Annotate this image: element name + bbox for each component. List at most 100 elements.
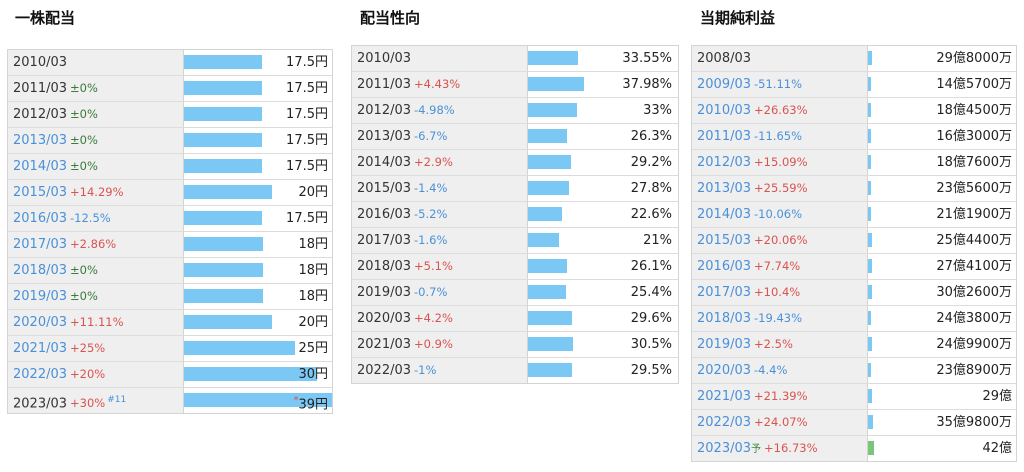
- year-cell: 2019/03 +2.5%: [692, 332, 868, 357]
- change-percent: +25.59%: [754, 181, 808, 195]
- value-text: 18円: [298, 263, 328, 278]
- year-cell: 2018/03 ±0%: [8, 258, 184, 283]
- value-bar: [528, 103, 577, 117]
- value-text: 23億5600万: [936, 181, 1012, 196]
- value-bar: [868, 129, 871, 143]
- change-percent: -11.65%: [754, 129, 803, 143]
- year-link[interactable]: 2022/03: [697, 415, 752, 430]
- year-link[interactable]: 2013/03: [13, 133, 68, 148]
- year-link[interactable]: 2019/03: [697, 337, 752, 352]
- asterisk-mark: *: [293, 395, 299, 406]
- year-link[interactable]: 2009/03: [697, 77, 752, 92]
- year-link[interactable]: 2016/03: [13, 211, 68, 226]
- year-label: 2010/03: [13, 55, 68, 70]
- value-cell: 20円: [298, 180, 328, 205]
- year-label: 2014/03: [357, 155, 412, 170]
- year-link[interactable]: 2013/03: [697, 181, 752, 196]
- value-bar: [528, 337, 573, 351]
- value-cell: 29億: [982, 384, 1012, 409]
- value-text: 17.5円: [286, 133, 328, 148]
- value-cell: 23億5600万: [936, 176, 1012, 201]
- value-cell: 25円: [298, 336, 328, 361]
- value-cell: 18円: [298, 284, 328, 309]
- value-bar: [528, 363, 572, 377]
- value-cell: 30.5%: [631, 332, 672, 357]
- year-cell: 2023/03 +30% #11: [8, 388, 184, 413]
- table-row: 2022/03 +20% 30円: [8, 362, 332, 388]
- year-cell: 2018/03 +5.1%: [352, 254, 528, 279]
- table-row: 2008/03 29億8000万: [692, 46, 1016, 72]
- year-link[interactable]: 2021/03: [13, 341, 68, 356]
- year-cell: 2020/03 -4.4%: [692, 358, 868, 383]
- year-cell: 2013/03 ±0%: [8, 128, 184, 153]
- year-link[interactable]: 2015/03: [13, 185, 68, 200]
- year-cell: 2012/03 +15.09%: [692, 150, 868, 175]
- dividend-title: 一株配当: [15, 9, 76, 27]
- year-link[interactable]: 2023/03: [697, 441, 752, 456]
- year-link[interactable]: 2017/03: [697, 285, 752, 300]
- value-cell: *39円: [293, 388, 328, 417]
- table-row: 2012/03 ±0% 17.5円: [8, 102, 332, 128]
- table-row: 2016/03 -12.5% 17.5円: [8, 206, 332, 232]
- value-bar: [184, 55, 262, 69]
- year-link[interactable]: 2010/03: [697, 103, 752, 118]
- year-link[interactable]: 2020/03: [13, 315, 68, 330]
- year-cell: 2016/03 +7.74%: [692, 254, 868, 279]
- change-percent: +10.4%: [754, 285, 801, 299]
- year-cell: 2019/03 ±0%: [8, 284, 184, 309]
- value-text: 39円: [298, 397, 328, 413]
- year-link[interactable]: 2016/03: [697, 259, 752, 274]
- change-percent: +14.29%: [70, 185, 124, 199]
- change-percent: -4.4%: [754, 363, 788, 377]
- payout-table: 2010/03 33.55% 2011/03 +4.43% 37.98% 2012/03-…: [351, 45, 679, 384]
- year-cell: 2009/03 -51.11%: [692, 72, 868, 97]
- value-cell: 30円: [298, 362, 328, 387]
- value-text: 25円: [298, 341, 328, 356]
- year-link[interactable]: 2019/03: [13, 289, 68, 304]
- year-link[interactable]: 2014/03: [13, 159, 68, 174]
- value-text: 42億: [982, 441, 1012, 456]
- value-cell: 29億8000万: [936, 46, 1012, 71]
- table-row: 2021/03 +21.39% 29億: [692, 384, 1016, 410]
- table-row: 2018/03 ±0% 18円: [8, 258, 332, 284]
- value-text: 29.2%: [630, 155, 672, 170]
- value-bar: [184, 159, 262, 173]
- footnote-link[interactable]: #11: [107, 395, 127, 405]
- value-text: 18億7600万: [936, 155, 1012, 170]
- table-row: 2022/03 -1% 29.5%: [352, 358, 678, 383]
- year-cell: 2012/03 ±0%: [8, 102, 184, 127]
- year-link[interactable]: 2020/03: [697, 363, 752, 378]
- table-row: 2019/03 ±0% 18円: [8, 284, 332, 310]
- year-label: 2021/03: [357, 337, 412, 352]
- year-link[interactable]: 2018/03: [13, 263, 68, 278]
- value-text: 17.5円: [286, 55, 328, 70]
- value-bar: [184, 133, 262, 147]
- value-bar: [184, 107, 262, 121]
- year-cell: 2020/03 +4.2%: [352, 306, 528, 331]
- change-percent: -10.06%: [754, 207, 803, 221]
- value-cell: 21%: [643, 228, 672, 253]
- year-link[interactable]: 2021/03: [697, 389, 752, 404]
- value-bar: [868, 51, 872, 65]
- change-percent: +20%: [70, 367, 106, 381]
- year-link[interactable]: 2022/03: [13, 367, 68, 382]
- year-link[interactable]: 2011/03: [697, 129, 752, 144]
- year-link[interactable]: 2017/03: [13, 237, 68, 252]
- year-label: 2015/03: [357, 181, 412, 196]
- year-cell: 2012/03 -4.98%: [352, 98, 528, 123]
- table-row: 2010/03 33.55%: [352, 46, 678, 72]
- year-link[interactable]: 2018/03: [697, 311, 752, 326]
- value-text: 18億4500万: [936, 103, 1012, 118]
- value-cell: 23億8900万: [936, 358, 1012, 383]
- year-cell: 2015/03 +14.29%: [8, 180, 184, 205]
- value-text: 25億4400万: [936, 233, 1012, 248]
- year-label: 2019/03: [357, 285, 412, 300]
- year-label: 2012/03: [13, 107, 68, 122]
- year-link[interactable]: 2014/03: [697, 207, 752, 222]
- year-cell: 2017/03 -1.6%: [352, 228, 528, 253]
- year-link[interactable]: 2015/03: [697, 233, 752, 248]
- value-bar: [184, 211, 262, 225]
- year-link[interactable]: 2012/03: [697, 155, 752, 170]
- value-cell: 18円: [298, 232, 328, 257]
- value-cell: 17.5円: [286, 154, 328, 179]
